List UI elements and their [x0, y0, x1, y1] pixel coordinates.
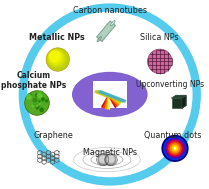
Polygon shape [97, 21, 115, 41]
Circle shape [37, 98, 41, 102]
Circle shape [99, 155, 108, 164]
Circle shape [36, 101, 41, 105]
Circle shape [148, 49, 172, 74]
Text: Silica NPs: Silica NPs [140, 33, 178, 42]
Circle shape [99, 155, 107, 163]
Circle shape [27, 93, 33, 98]
Circle shape [36, 99, 40, 102]
Circle shape [174, 147, 176, 149]
Circle shape [39, 105, 44, 111]
Circle shape [47, 49, 66, 67]
Text: Metallic NPs: Metallic NPs [29, 33, 85, 42]
Text: Magnetic NPs: Magnetic NPs [83, 148, 137, 157]
Circle shape [47, 49, 67, 69]
Circle shape [36, 105, 39, 107]
Circle shape [98, 154, 110, 166]
Text: Upconverting NPs: Upconverting NPs [136, 80, 204, 89]
Bar [172, 98, 182, 108]
Circle shape [41, 97, 48, 103]
Circle shape [161, 135, 189, 162]
Circle shape [106, 154, 116, 165]
Circle shape [49, 50, 62, 63]
Circle shape [106, 155, 115, 164]
Circle shape [47, 48, 68, 70]
Circle shape [167, 140, 184, 157]
Circle shape [172, 145, 178, 152]
Circle shape [99, 156, 106, 163]
FancyBboxPatch shape [93, 81, 127, 108]
Circle shape [48, 50, 63, 65]
Circle shape [105, 154, 116, 165]
Circle shape [23, 8, 197, 181]
Circle shape [32, 98, 37, 102]
Circle shape [38, 91, 44, 96]
Circle shape [37, 105, 40, 108]
Circle shape [35, 93, 40, 98]
Circle shape [31, 105, 34, 107]
Circle shape [25, 91, 49, 115]
Circle shape [165, 138, 185, 159]
Circle shape [33, 101, 38, 106]
Ellipse shape [110, 21, 115, 26]
Circle shape [33, 99, 39, 106]
Circle shape [49, 51, 60, 62]
Circle shape [173, 147, 177, 150]
Ellipse shape [97, 36, 102, 42]
Circle shape [36, 107, 39, 110]
Polygon shape [94, 90, 122, 103]
Circle shape [45, 99, 48, 103]
Polygon shape [99, 90, 127, 103]
Text: Graphene: Graphene [33, 131, 73, 140]
Circle shape [98, 154, 109, 165]
Circle shape [48, 50, 64, 66]
Ellipse shape [72, 72, 148, 117]
Circle shape [26, 94, 32, 100]
Circle shape [168, 142, 182, 155]
Circle shape [170, 143, 180, 153]
Text: Calcium
phosphate NPs: Calcium phosphate NPs [1, 71, 66, 90]
Polygon shape [96, 90, 124, 103]
Circle shape [39, 108, 44, 112]
Circle shape [46, 48, 70, 71]
Circle shape [41, 97, 45, 101]
Circle shape [163, 136, 187, 160]
Circle shape [107, 155, 115, 163]
Text: Carbon nanotubes: Carbon nanotubes [73, 6, 147, 15]
Circle shape [38, 100, 41, 103]
Polygon shape [182, 96, 186, 108]
Polygon shape [172, 96, 186, 98]
Text: Quantum dots: Quantum dots [144, 131, 202, 140]
Circle shape [107, 156, 115, 163]
Circle shape [98, 154, 108, 165]
Circle shape [35, 99, 37, 102]
Circle shape [104, 154, 116, 166]
Circle shape [37, 93, 42, 98]
